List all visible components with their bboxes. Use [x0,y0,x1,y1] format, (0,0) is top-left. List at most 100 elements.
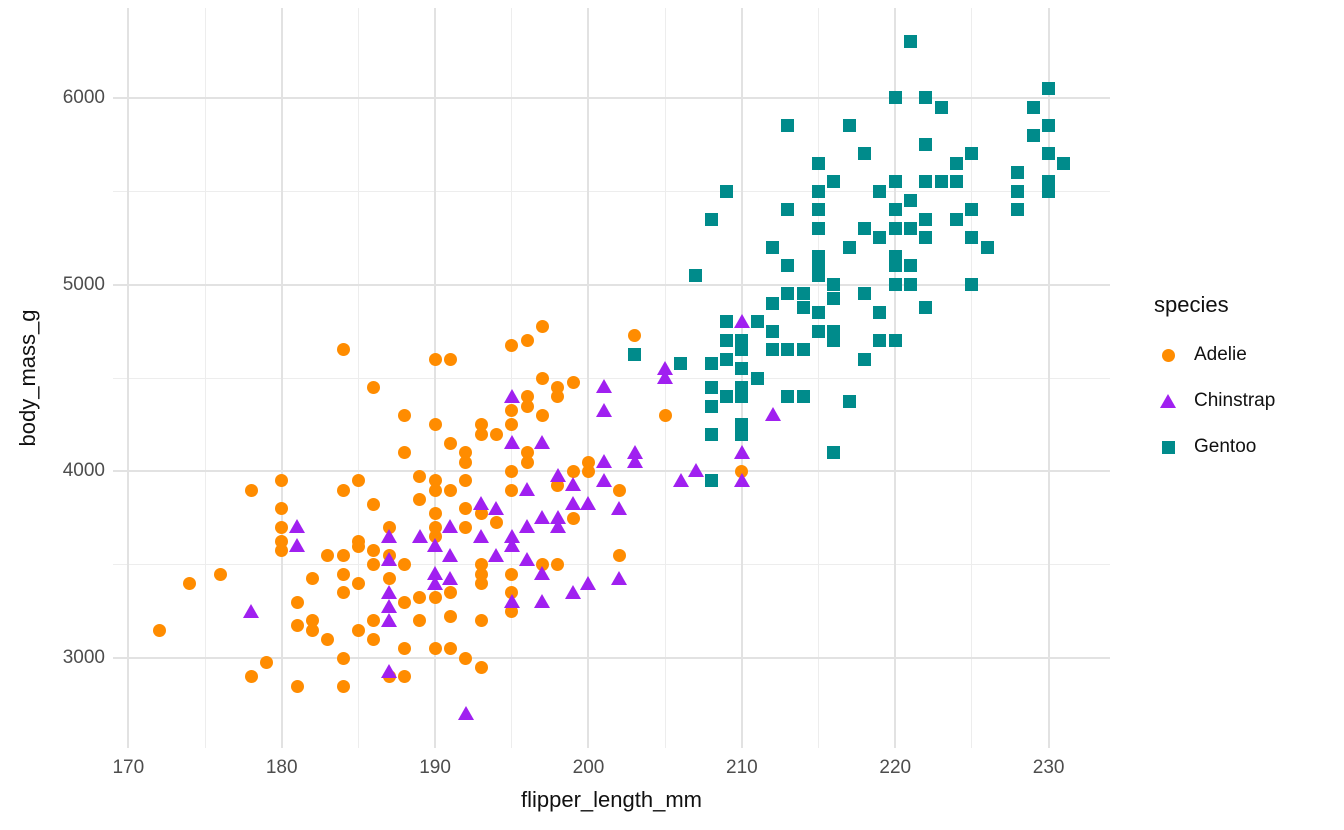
data-point-gentoo [812,222,826,235]
data-point-adelie [428,352,442,366]
y-tick-label: 6000 [62,86,105,108]
data-point-gentoo [873,306,887,320]
data-point-chinstrap [672,472,689,487]
data-point-adelie [321,633,335,647]
data-point-gentoo [766,296,780,310]
data-point-adelie [290,619,304,633]
data-point-gentoo [842,119,856,133]
data-point-gentoo [873,184,887,198]
data-point-chinstrap [519,482,536,497]
legend-title: species [1154,292,1229,317]
data-point-gentoo [628,348,641,362]
data-point-adelie [367,544,381,558]
data-point-adelie [275,544,289,558]
data-point-gentoo [735,343,749,357]
data-point-gentoo [1011,203,1025,217]
data-point-gentoo [781,343,795,357]
data-point-adelie [336,586,350,600]
data-point-gentoo [812,268,826,282]
data-point-gentoo [858,147,872,161]
data-point-gentoo [888,259,902,273]
data-point-adelie [443,483,457,497]
data-point-gentoo [781,287,795,301]
gridline-x-major [587,8,590,748]
data-point-gentoo [674,357,688,371]
data-point-chinstrap [595,379,612,394]
data-point-gentoo [796,343,810,357]
data-point-adelie [505,418,519,432]
data-point-adelie [397,595,411,609]
data-point-chinstrap [503,538,520,553]
data-point-adelie [474,506,488,520]
data-point-gentoo [934,100,948,114]
data-point-chinstrap [381,612,398,627]
data-point-chinstrap [611,570,628,585]
data-point-gentoo [704,357,718,371]
data-point-chinstrap [519,552,536,567]
data-point-gentoo [919,212,933,226]
data-point-adelie [183,577,197,591]
data-point-adelie [428,418,442,432]
data-point-chinstrap [457,706,474,721]
data-point-gentoo [965,147,979,161]
data-point-chinstrap [243,603,260,618]
x-tick-label: 190 [419,757,451,778]
data-point-gentoo [904,278,918,292]
data-point-gentoo [781,119,795,133]
data-point-gentoo [842,240,856,254]
triangle-marker-icon [1160,394,1176,408]
data-point-adelie [443,609,457,623]
data-point-gentoo [858,222,872,235]
data-point-adelie [351,539,365,553]
y-tick-label: 4000 [62,460,105,482]
legend-key [1152,440,1184,454]
data-point-chinstrap [580,575,597,590]
legend-entry-label: Chinstrap [1194,390,1276,411]
x-tick-label: 180 [265,757,298,778]
data-point-gentoo [1011,165,1025,179]
data-point-gentoo [796,301,810,315]
data-point-chinstrap [534,594,551,609]
data-point-adelie [397,642,411,656]
data-point-chinstrap [733,444,750,459]
data-point-adelie [397,446,411,460]
data-point-chinstrap [534,435,551,450]
data-point-adelie [535,320,549,334]
data-point-adelie [336,567,350,581]
data-point-adelie [305,623,319,637]
data-point-adelie [244,483,258,497]
data-point-gentoo [950,175,964,189]
data-point-chinstrap [473,528,490,543]
data-point-chinstrap [411,528,428,543]
data-point-chinstrap [381,552,398,567]
data-point-chinstrap [427,538,444,553]
data-point-gentoo [904,193,918,207]
data-point-gentoo [1042,119,1056,133]
data-point-gentoo [965,231,979,245]
data-point-chinstrap [534,566,551,581]
data-point-gentoo [781,390,795,404]
data-point-gentoo [858,287,872,301]
data-point-gentoo [980,240,994,254]
data-point-chinstrap [488,500,505,515]
data-point-adelie [535,371,549,385]
gridline-x-major [280,8,283,748]
data-point-gentoo [720,390,734,404]
data-point-chinstrap [565,584,582,599]
plot-panel [113,8,1110,748]
data-point-adelie [321,549,335,563]
data-point-gentoo [704,380,718,394]
data-point-adelie [259,656,273,670]
data-point-gentoo [812,156,826,170]
data-point-adelie [275,520,289,534]
data-point-gentoo [812,306,826,320]
data-point-adelie [413,469,427,483]
gridline-y-minor [113,377,1110,379]
data-point-gentoo [1026,100,1040,114]
data-point-chinstrap [519,519,536,534]
data-point-gentoo [888,278,902,292]
data-point-gentoo [904,222,918,235]
data-point-adelie [213,567,227,581]
data-point-gentoo [796,287,810,301]
data-point-adelie [397,558,411,572]
